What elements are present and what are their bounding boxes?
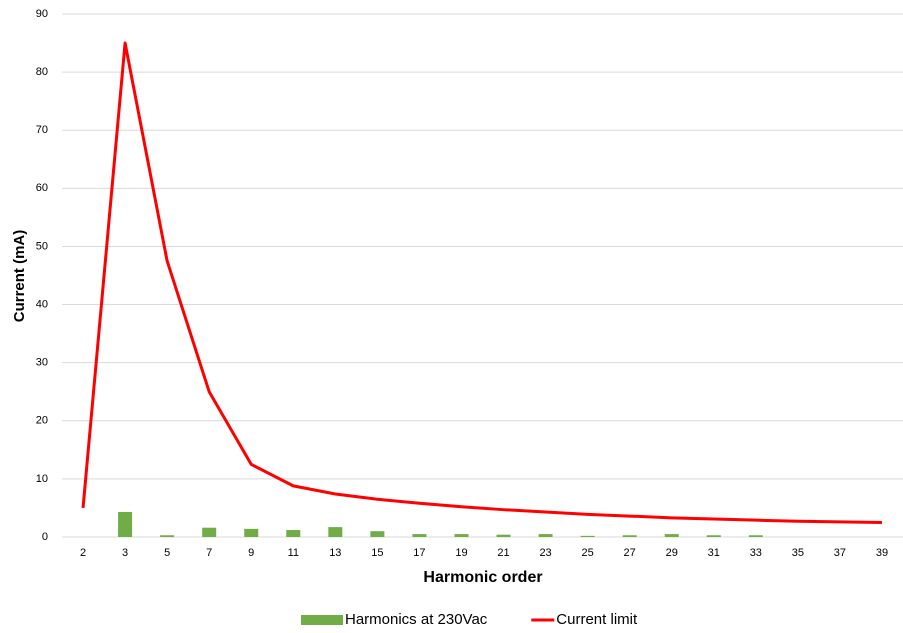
- x-tick-label: 23: [539, 547, 551, 559]
- bar: [370, 531, 385, 537]
- bar: [454, 534, 469, 537]
- bar: [622, 535, 637, 537]
- x-tick-label: 9: [248, 547, 254, 559]
- bar: [538, 534, 553, 537]
- legend-label: Current limit: [556, 611, 638, 628]
- x-tick-label: 3: [122, 547, 128, 559]
- y-tick-label: 90: [36, 8, 48, 20]
- bar: [160, 535, 175, 537]
- y-tick-label: 60: [36, 182, 48, 194]
- x-tick-label: 25: [582, 547, 594, 559]
- y-tick-label: 30: [36, 357, 48, 369]
- x-tick-label: 27: [624, 547, 636, 559]
- y-tick-label: 0: [42, 531, 48, 543]
- bar: [748, 535, 763, 537]
- x-tick-label: 2: [80, 547, 86, 559]
- bar: [202, 527, 217, 537]
- x-tick-label: 19: [455, 547, 467, 559]
- x-tick-label: 17: [413, 547, 425, 559]
- bar: [664, 534, 679, 537]
- x-axis-title: Harmonic order: [423, 569, 542, 586]
- y-tick-label: 10: [36, 473, 48, 485]
- x-tick-label: 5: [164, 547, 170, 559]
- x-tick-label: 33: [750, 547, 762, 559]
- y-tick-label: 50: [36, 240, 48, 252]
- bar: [244, 528, 259, 537]
- x-tick-label: 31: [708, 547, 720, 559]
- bar: [706, 535, 721, 537]
- x-tick-label: 15: [371, 547, 383, 559]
- y-tick-label: 20: [36, 415, 48, 427]
- x-tick-label: 11: [288, 547, 299, 559]
- legend-swatch: [301, 615, 343, 625]
- legend-label: Harmonics at 230Vac: [345, 611, 488, 628]
- x-tick-label: 7: [206, 547, 212, 559]
- x-tick-label: 35: [792, 547, 804, 559]
- bar: [580, 535, 595, 537]
- bar: [286, 530, 301, 537]
- bar: [328, 527, 343, 537]
- y-tick-label: 80: [36, 66, 48, 78]
- y-axis-title: Current (mA): [11, 230, 28, 323]
- x-tick-label: 13: [329, 547, 341, 559]
- bar: [496, 534, 511, 537]
- x-tick-label: 37: [834, 547, 846, 559]
- x-tick-label: 29: [666, 547, 678, 559]
- bar: [412, 534, 427, 537]
- y-tick-label: 70: [36, 124, 48, 136]
- x-tick-label: 39: [876, 547, 888, 559]
- line: [81, 41, 882, 524]
- x-tick-label: 21: [497, 547, 509, 559]
- y-tick-label: 40: [36, 298, 48, 310]
- bar: [118, 512, 133, 537]
